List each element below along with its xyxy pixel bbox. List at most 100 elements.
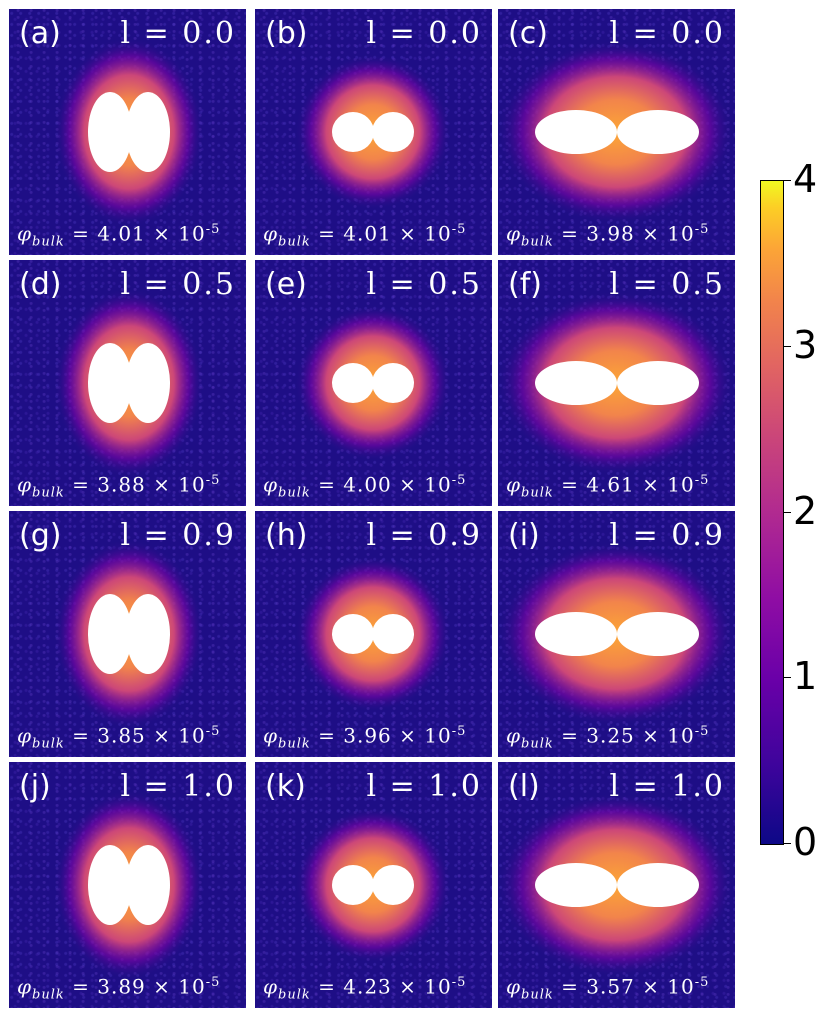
phi-bulk-value: φbulk = 3.57 × 10-5 [506,975,710,1003]
phi-symbol: φ [17,222,33,246]
density-map [54,288,204,478]
phi-mantissa: 3.98 [586,222,635,246]
phi-times: × 10 [399,222,452,246]
phi-exponent: -5 [694,473,710,489]
phi-subscript: bulk [521,988,554,1003]
panel-g: (g) l = 0.9 φbulk = 3.85 × 10-5 [9,511,246,757]
phi-symbol: φ [506,724,522,748]
panel-h: (h) l = 0.9 φbulk = 3.96 × 10-5 [255,511,492,757]
phi-subscript: bulk [278,486,311,501]
phi-times: × 10 [153,222,206,246]
colorbar-tick-label: 0 [793,820,818,864]
density-map [498,40,734,224]
phi-symbol: φ [263,222,279,246]
phi-symbol: φ [263,975,279,999]
phi-exponent: -5 [694,975,710,991]
l-value: l = 1.0 [609,769,725,804]
density-map [295,807,451,963]
phi-symbol: φ [506,473,522,497]
l-value: l = 0.0 [366,16,482,51]
panel-label: (g) [19,518,62,553]
colorbar-tick [783,511,791,513]
phi-exponent: -5 [451,222,467,238]
panel-label: (e) [265,267,307,302]
phi-times: × 10 [642,473,695,497]
phi-symbol: φ [506,975,522,999]
phi-subscript: bulk [32,988,65,1003]
phi-bulk-value: φbulk = 3.88 × 10-5 [17,473,221,501]
phi-exponent: -5 [694,222,710,238]
colorbar-tick-label: 4 [793,157,818,201]
phi-mantissa: 3.89 [97,975,146,999]
phi-mantissa: 3.25 [586,724,635,748]
l-value: l = 0.9 [609,518,725,553]
phi-subscript: bulk [278,988,311,1003]
l-value: l = 0.5 [366,267,482,302]
panel-a: (a) l = 0.0 φbulk = 4.01 × 10-5 [9,9,246,255]
phi-exponent: -5 [451,724,467,740]
phi-bulk-value: φbulk = 4.01 × 10-5 [17,222,221,250]
phi-symbol: φ [17,975,33,999]
panel-k: (k) l = 1.0 φbulk = 4.23 × 10-5 [255,762,492,1008]
phi-exponent: -5 [205,473,221,489]
panel-d: (d) l = 0.5 φbulk = 3.88 × 10-5 [9,260,246,506]
phi-mantissa: 4.00 [343,473,392,497]
colorbar-tick [783,180,791,181]
density-map [54,37,204,227]
l-value: l = 1.0 [366,769,482,804]
phi-symbol: φ [17,724,33,748]
phi-bulk-value: φbulk = 4.61 × 10-5 [506,473,710,501]
phi-symbol: φ [263,724,279,748]
phi-mantissa: 3.96 [343,724,392,748]
phi-subscript: bulk [32,737,65,752]
density-map [54,539,204,729]
phi-bulk-value: φbulk = 3.96 × 10-5 [263,724,467,752]
phi-bulk-value: φbulk = 4.00 × 10-5 [263,473,467,501]
phi-times: × 10 [153,975,206,999]
phi-times: × 10 [399,975,452,999]
phi-mantissa: 4.61 [586,473,635,497]
colorbar-tick-label: 1 [793,654,818,699]
panel-label: (d) [19,267,62,302]
phi-subscript: bulk [32,235,65,250]
panel-b: (b) l = 0.0 φbulk = 4.01 × 10-5 [255,9,492,255]
colorbar [760,180,784,845]
panel-c: (c) l = 0.0 φbulk = 3.98 × 10-5 [498,9,735,255]
phi-subscript: bulk [32,486,65,501]
phi-subscript: bulk [521,737,554,752]
l-value: l = 0.5 [609,267,725,302]
panel-i: (i) l = 0.9 φbulk = 3.25 × 10-5 [498,511,735,757]
phi-symbol: φ [17,473,33,497]
phi-times: × 10 [399,473,452,497]
panel-label: (c) [508,16,548,51]
panel-label: (j) [19,769,51,804]
colorbar-tick [783,345,791,347]
colorbar-tick-label: 3 [793,322,818,367]
panel-label: (l) [508,769,540,804]
l-value: l = 0.0 [609,16,725,51]
phi-subscript: bulk [278,737,311,752]
phi-times: × 10 [642,724,695,748]
panel-label: (k) [265,769,306,804]
phi-symbol: φ [506,222,522,246]
panel-label: (f) [508,267,542,302]
phi-bulk-value: φbulk = 3.98 × 10-5 [506,222,710,250]
phi-bulk-value: φbulk = 4.01 × 10-5 [263,222,467,250]
phi-bulk-value: φbulk = 4.23 × 10-5 [263,975,467,1003]
density-map [295,305,451,461]
phi-exponent: -5 [205,222,221,238]
phi-exponent: -5 [451,473,467,489]
panel-j: (j) l = 1.0 φbulk = 3.89 × 10-5 [9,762,246,1008]
panel-label: (a) [19,16,61,51]
phi-exponent: -5 [451,975,467,991]
density-map [295,556,451,712]
panel-e: (e) l = 0.5 φbulk = 4.00 × 10-5 [255,260,492,506]
phi-times: × 10 [399,724,452,748]
colorbar-tick [783,677,791,679]
phi-bulk-value: φbulk = 3.85 × 10-5 [17,724,221,752]
density-map [498,793,734,977]
l-value: l = 0.0 [120,16,236,51]
phi-exponent: -5 [205,724,221,740]
phi-mantissa: 3.57 [586,975,635,999]
